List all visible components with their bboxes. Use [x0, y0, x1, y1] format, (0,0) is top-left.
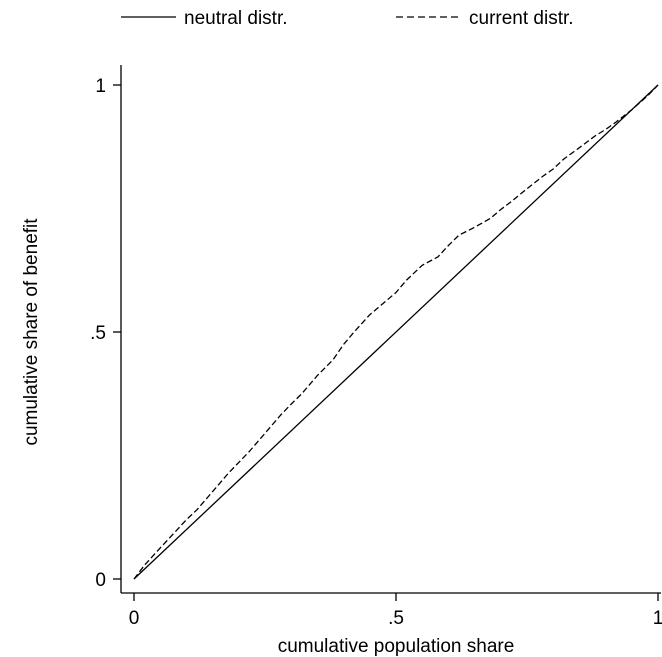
legend-label-current: current distr. [469, 8, 574, 29]
legend-label-neutral: neutral distr. [184, 8, 288, 29]
y-tick-label: 1 [95, 76, 106, 97]
axis-ticks: 0 .5 1 0 .5 1 [90, 76, 662, 629]
series-lines [133, 84, 659, 580]
y-tick-label: .5 [90, 323, 106, 344]
x-tick-label: 0 [129, 608, 140, 629]
x-tick-label: .5 [388, 608, 404, 629]
plot-area: 0 .5 1 0 .5 1 [90, 65, 662, 629]
series-current-line [133, 84, 659, 580]
series-neutral-line [133, 84, 659, 580]
legend: neutral distr. current distr. [121, 8, 574, 29]
y-axis-title: cumulative share of benefit [21, 218, 42, 446]
x-tick-label: 1 [653, 608, 662, 629]
y-tick-label: 0 [95, 570, 106, 591]
x-axis-title: cumulative population share [278, 636, 515, 657]
